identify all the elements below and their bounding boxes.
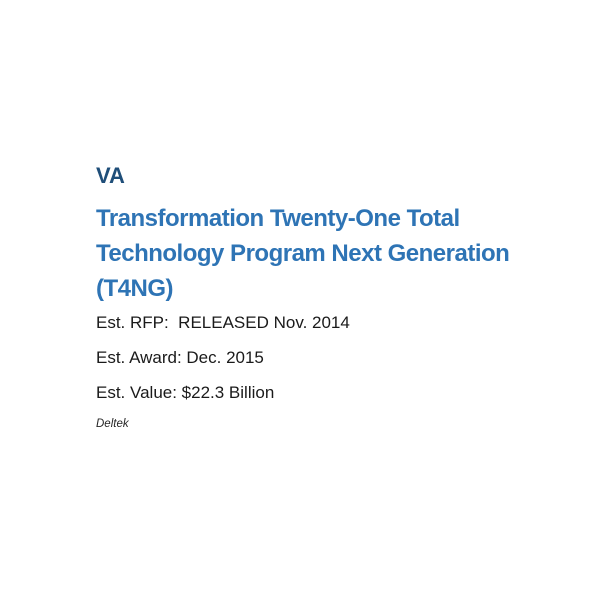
agency-heading: VA — [96, 163, 125, 188]
detail-line-rfp: Est. RFP: RELEASED Nov. 2014 — [96, 313, 350, 332]
program-title-line: Technology Program Next Generation — [96, 240, 510, 267]
detail-line-award: Est. Award: Dec. 2015 — [96, 348, 264, 367]
source-attribution: Deltek — [96, 418, 129, 430]
program-title: Transformation Twenty-One Total Technolo… — [96, 201, 556, 306]
detail-line-value: Est. Value: $22.3 Billion — [96, 383, 275, 402]
program-details: Est. RFP: RELEASED Nov. 2014 Est. Award:… — [96, 312, 556, 417]
program-title-line: (T4NG) — [96, 275, 174, 302]
program-title-line: Transformation Twenty-One Total — [96, 205, 460, 232]
